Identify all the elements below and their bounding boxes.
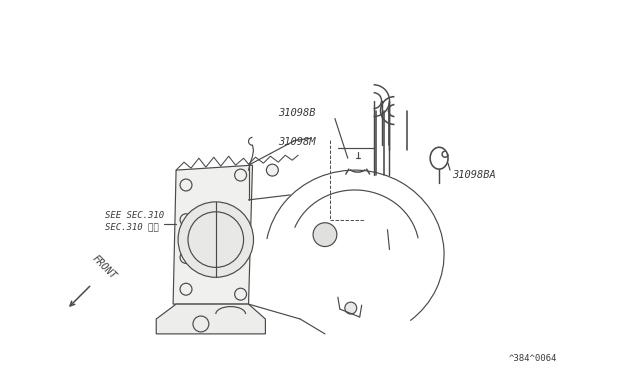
Circle shape — [345, 302, 356, 314]
Polygon shape — [156, 304, 266, 334]
Circle shape — [180, 214, 192, 226]
Text: SEE SEC.310: SEE SEC.310 — [104, 211, 164, 220]
Circle shape — [266, 164, 278, 176]
Text: 31098M: 31098M — [278, 137, 316, 147]
Circle shape — [193, 316, 209, 332]
Text: SEC.310 参照: SEC.310 参照 — [104, 223, 158, 232]
Text: ^384^0064: ^384^0064 — [509, 354, 557, 363]
Text: 31098BA: 31098BA — [452, 170, 496, 180]
Polygon shape — [173, 165, 253, 304]
Circle shape — [235, 288, 246, 300]
Circle shape — [235, 169, 246, 181]
Circle shape — [180, 283, 192, 295]
Text: FRONT: FRONT — [90, 253, 118, 281]
Circle shape — [180, 251, 192, 263]
Circle shape — [180, 179, 192, 191]
Text: 31098B: 31098B — [278, 108, 316, 118]
Circle shape — [178, 202, 253, 277]
Circle shape — [188, 212, 244, 267]
Circle shape — [313, 223, 337, 247]
